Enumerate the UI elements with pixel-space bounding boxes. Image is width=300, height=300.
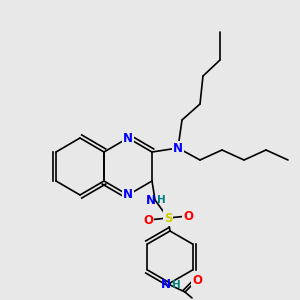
Text: O: O [143,214,153,226]
Text: O: O [192,274,202,286]
Text: N: N [161,278,171,292]
Text: S: S [164,212,172,224]
Text: N: N [146,194,156,206]
Text: N: N [173,142,183,154]
Text: H: H [157,195,165,205]
Text: H: H [172,280,180,290]
Text: N: N [123,188,133,202]
Text: N: N [123,131,133,145]
Text: O: O [183,209,193,223]
